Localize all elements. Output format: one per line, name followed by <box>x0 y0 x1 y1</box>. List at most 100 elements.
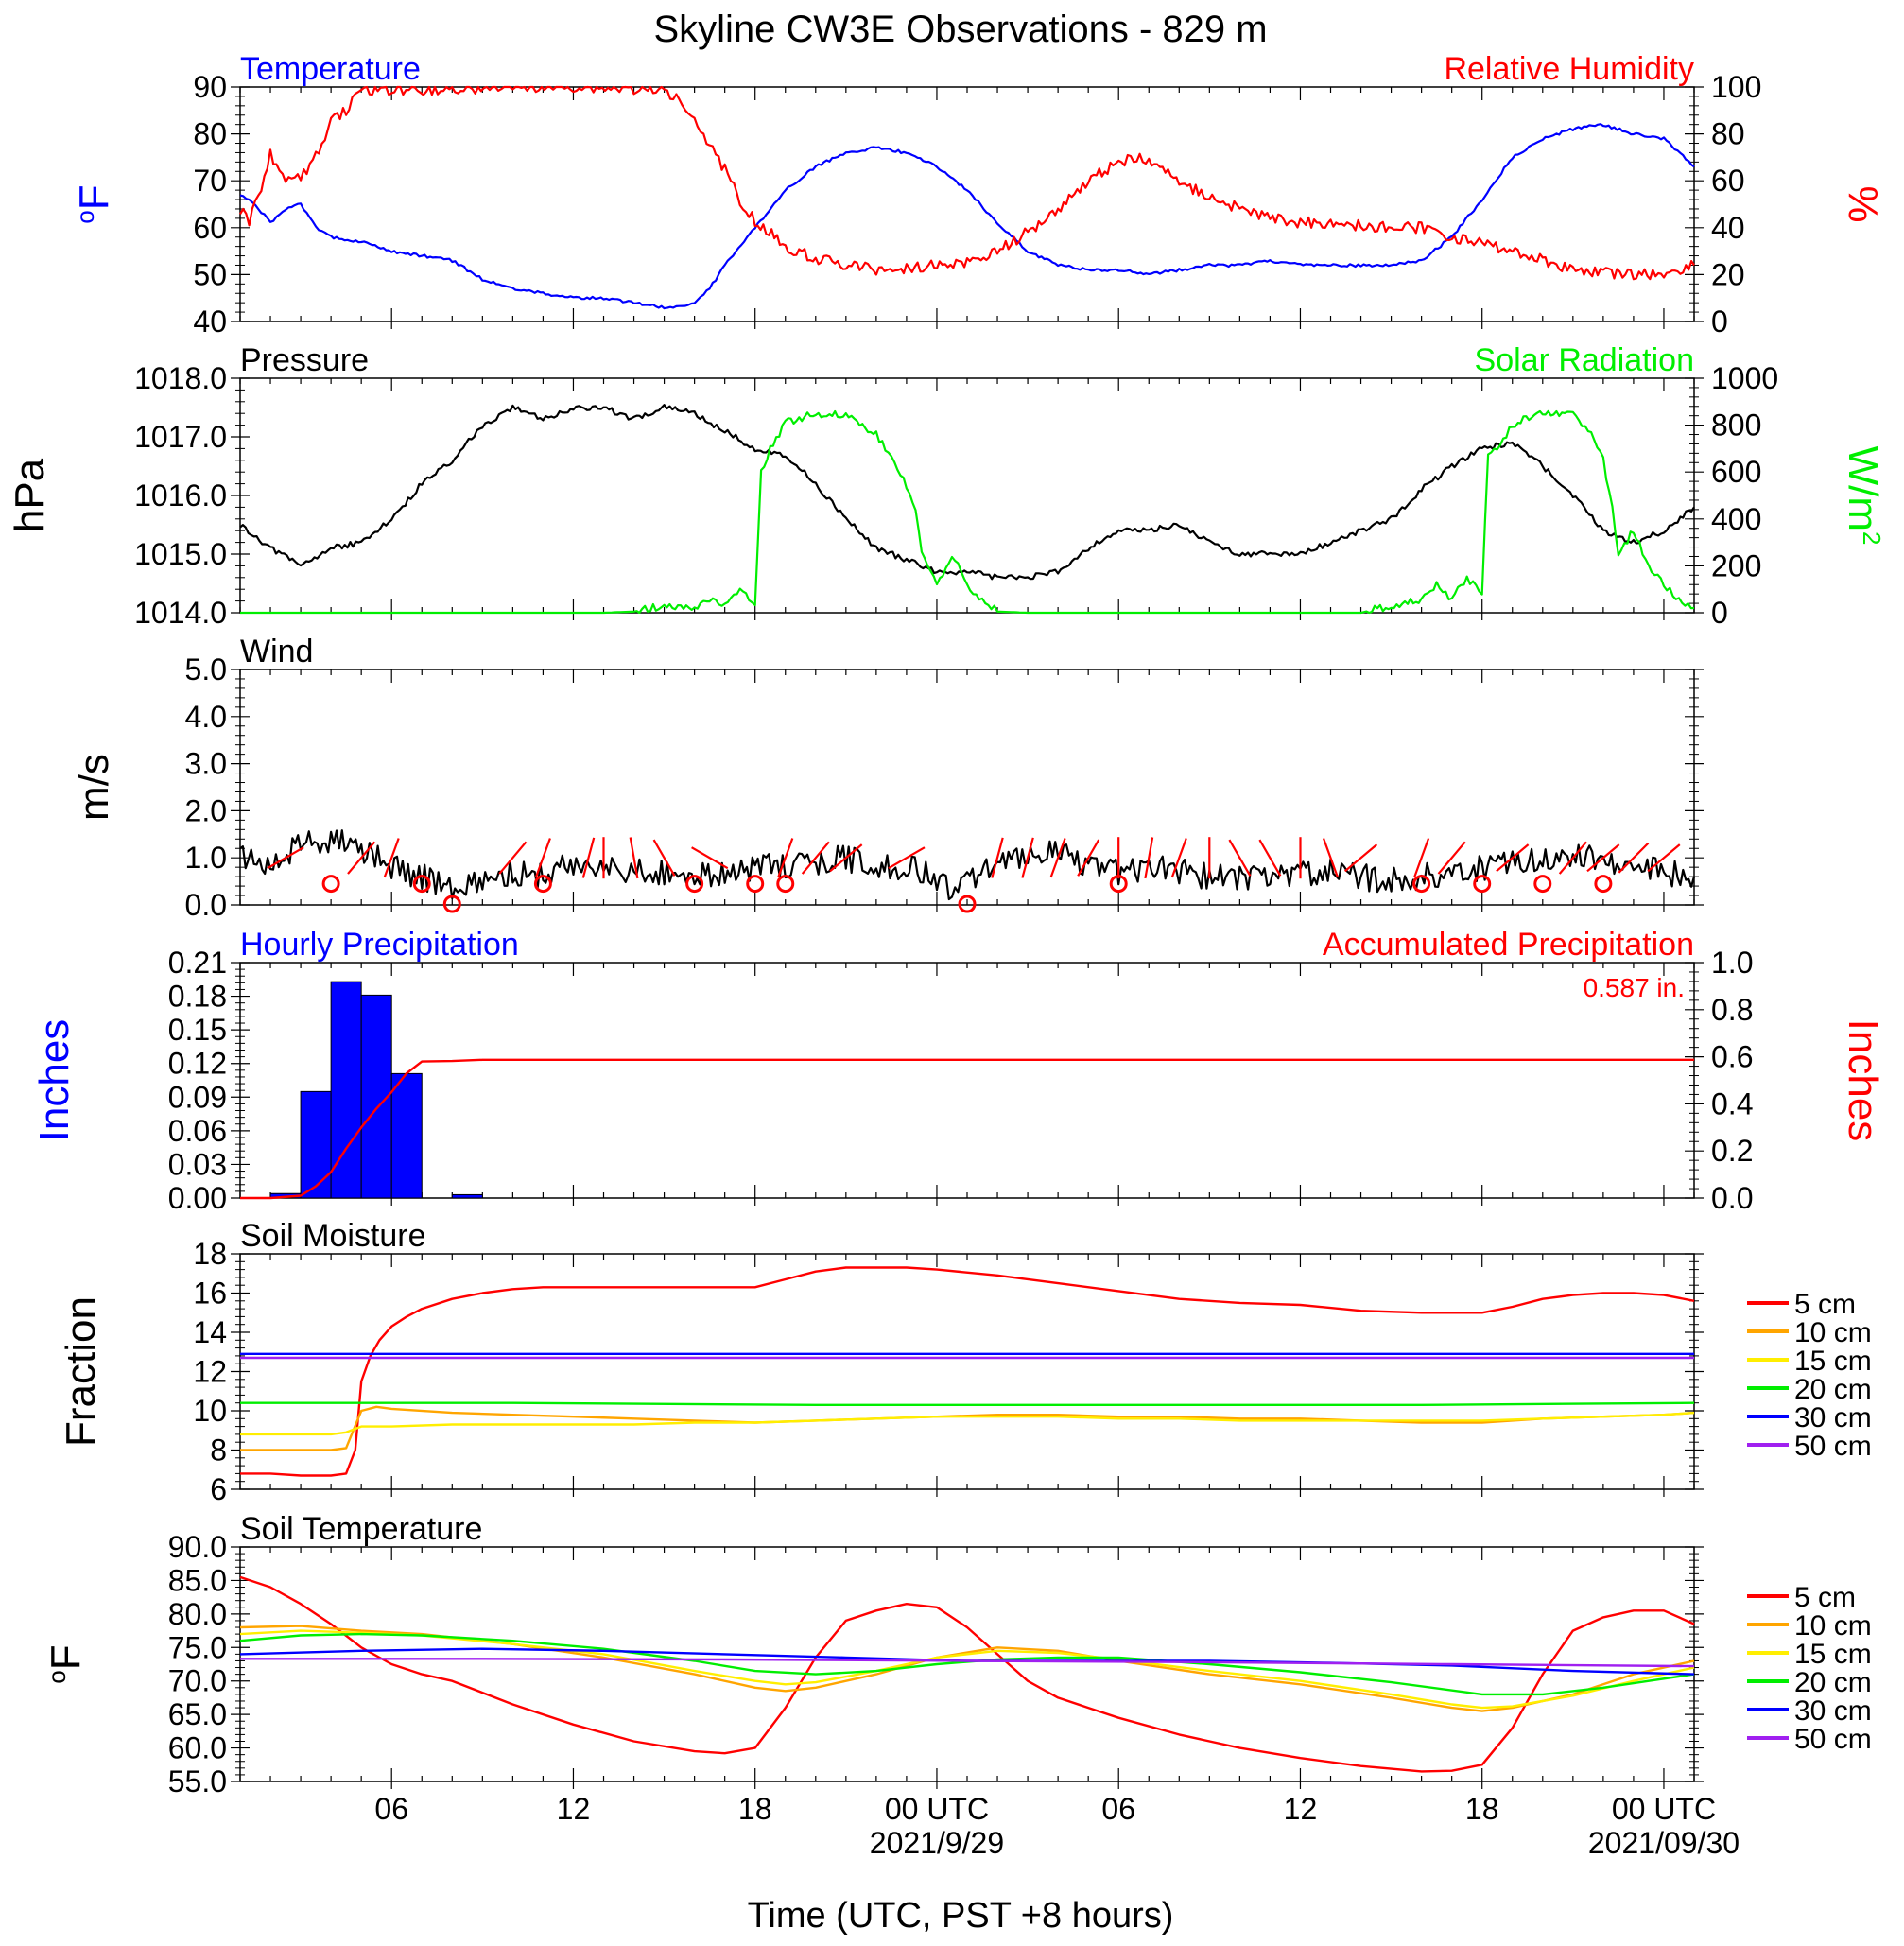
x-date-label: 2021/09/30 <box>1588 1826 1740 1860</box>
x-tick-label: 06 <box>1101 1792 1135 1826</box>
panel-title-left: Temperature <box>240 51 421 87</box>
y-tick-label: 75.0 <box>168 1630 227 1664</box>
y-tick-label: 14 <box>193 1315 227 1349</box>
legend-label: 50 cm <box>1794 1724 1872 1755</box>
legend-label: 5 cm <box>1794 1289 1856 1320</box>
precip-bar <box>451 1193 483 1199</box>
wind-barb <box>581 837 596 878</box>
y-tick-label: 0.18 <box>168 980 227 1014</box>
wind-barb <box>1258 839 1282 877</box>
wind-barb <box>534 838 551 878</box>
y-tick-label: 65.0 <box>168 1697 227 1731</box>
wind-barb <box>1144 837 1154 879</box>
calm-marker <box>412 875 431 894</box>
y-tick-label: 0.00 <box>168 1181 227 1215</box>
y-right-tick-label: 0 <box>1711 596 1728 630</box>
y-right-tick-label: 80 <box>1711 117 1745 151</box>
calm-marker <box>533 875 552 894</box>
panel-title-right: Relative Humidity <box>1444 51 1694 87</box>
y-axis-label-left: oF <box>43 1644 89 1683</box>
y-tick-label: 16 <box>193 1277 227 1311</box>
legend-label: 15 cm <box>1794 1346 1872 1377</box>
y-right-tick-label: 100 <box>1711 70 1761 104</box>
legend-label: 30 cm <box>1794 1402 1872 1433</box>
plot-frame <box>239 86 1695 322</box>
y-right-tick-label: 0.8 <box>1711 993 1753 1027</box>
y-tick-label: 70.0 <box>168 1664 227 1698</box>
calm-marker <box>1473 875 1492 894</box>
y-tick-label: 4.0 <box>185 700 227 734</box>
x-tick-label: 18 <box>738 1792 772 1826</box>
y-tick-label: 0.06 <box>168 1114 227 1148</box>
legend-label: 30 cm <box>1794 1695 1872 1727</box>
series-50-cm <box>240 1658 1695 1668</box>
wind-barb <box>1496 843 1530 873</box>
y-tick-label: 40 <box>193 304 227 339</box>
series-wind-speed <box>239 829 1696 901</box>
y-axis-label-right: % <box>1840 185 1886 222</box>
series-temperature <box>239 123 1695 310</box>
y-tick-label: 80.0 <box>168 1597 227 1631</box>
panel-title-left: Hourly Precipitation <box>240 927 519 963</box>
y-tick-label: 0.12 <box>168 1047 227 1081</box>
y-right-tick-label: 200 <box>1711 548 1761 582</box>
y-tick-label: 90.0 <box>168 1530 227 1564</box>
panel-title-left: Wind <box>240 634 313 669</box>
y-tick-label: 1.0 <box>185 841 227 875</box>
y-tick-label: 80 <box>193 117 227 151</box>
wind-barb <box>383 838 400 878</box>
plot-frame <box>239 962 1695 1199</box>
legend-label: 5 cm <box>1794 1582 1856 1613</box>
y-right-tick-label: 60 <box>1711 164 1745 198</box>
x-tick-label: 00 UTC <box>885 1792 989 1826</box>
y-right-tick-label: 20 <box>1711 257 1745 291</box>
calm-marker <box>776 875 795 894</box>
plot-frame <box>239 669 1695 906</box>
series-15-cm <box>239 1629 1695 1710</box>
y-tick-label: 1016.0 <box>134 478 227 513</box>
y-axis-label-left: Inches <box>31 1019 78 1142</box>
y-tick-label: 3.0 <box>185 747 227 781</box>
y-tick-label: 1018.0 <box>134 361 227 395</box>
x-tick-label: 18 <box>1465 1792 1499 1826</box>
y-right-tick-label: 1000 <box>1711 361 1778 395</box>
y-axis-label-left: m/s <box>71 754 117 821</box>
wind-barb <box>1077 839 1100 877</box>
x-tick-label: 00 UTC <box>1612 1792 1716 1826</box>
y-tick-label: 0.21 <box>168 946 227 980</box>
y-right-tick-label: 0.4 <box>1711 1086 1753 1121</box>
precip-bar <box>330 981 362 1199</box>
wind-barb <box>691 846 729 870</box>
y-tick-label: 1014.0 <box>134 596 227 630</box>
x-tick-label: 12 <box>1284 1792 1318 1826</box>
y-tick-label: 5.0 <box>185 652 227 686</box>
y-right-tick-label: 1.0 <box>1711 946 1753 980</box>
y-tick-label: 6 <box>210 1472 227 1506</box>
y-tick-label: 2.0 <box>185 793 227 827</box>
series-pressure <box>239 404 1695 581</box>
legend-label: 50 cm <box>1794 1431 1872 1462</box>
wind-barb <box>1228 839 1252 877</box>
precip-total-annotation: 0.587 in. <box>1584 973 1685 1002</box>
panel-title-left: Soil Temperature <box>240 1511 482 1547</box>
y-tick-label: 10 <box>193 1394 227 1428</box>
calm-marker <box>746 875 765 894</box>
y-tick-label: 70 <box>193 164 227 198</box>
calm-marker <box>321 875 340 894</box>
panel-wind: 0.0 1.0 2.0 3.0 4.0 5.0 Wind m/s <box>71 634 1704 922</box>
wind-barb <box>1021 837 1034 878</box>
calm-marker <box>1533 875 1552 894</box>
y-tick-label: 18 <box>193 1237 227 1271</box>
wind-barb <box>1049 838 1066 878</box>
legend-label: 15 cm <box>1794 1639 1872 1670</box>
y-tick-label: 90 <box>193 70 227 104</box>
panel-soil-temperature: 55.060.065.070.075.080.085.090.0 Soil Tem… <box>43 1511 1872 1798</box>
series-20-cm <box>240 1401 1695 1407</box>
panel-title-right: Accumulated Precipitation <box>1323 927 1694 963</box>
y-tick-label: 50 <box>193 257 227 291</box>
wind-barb <box>1647 843 1681 873</box>
